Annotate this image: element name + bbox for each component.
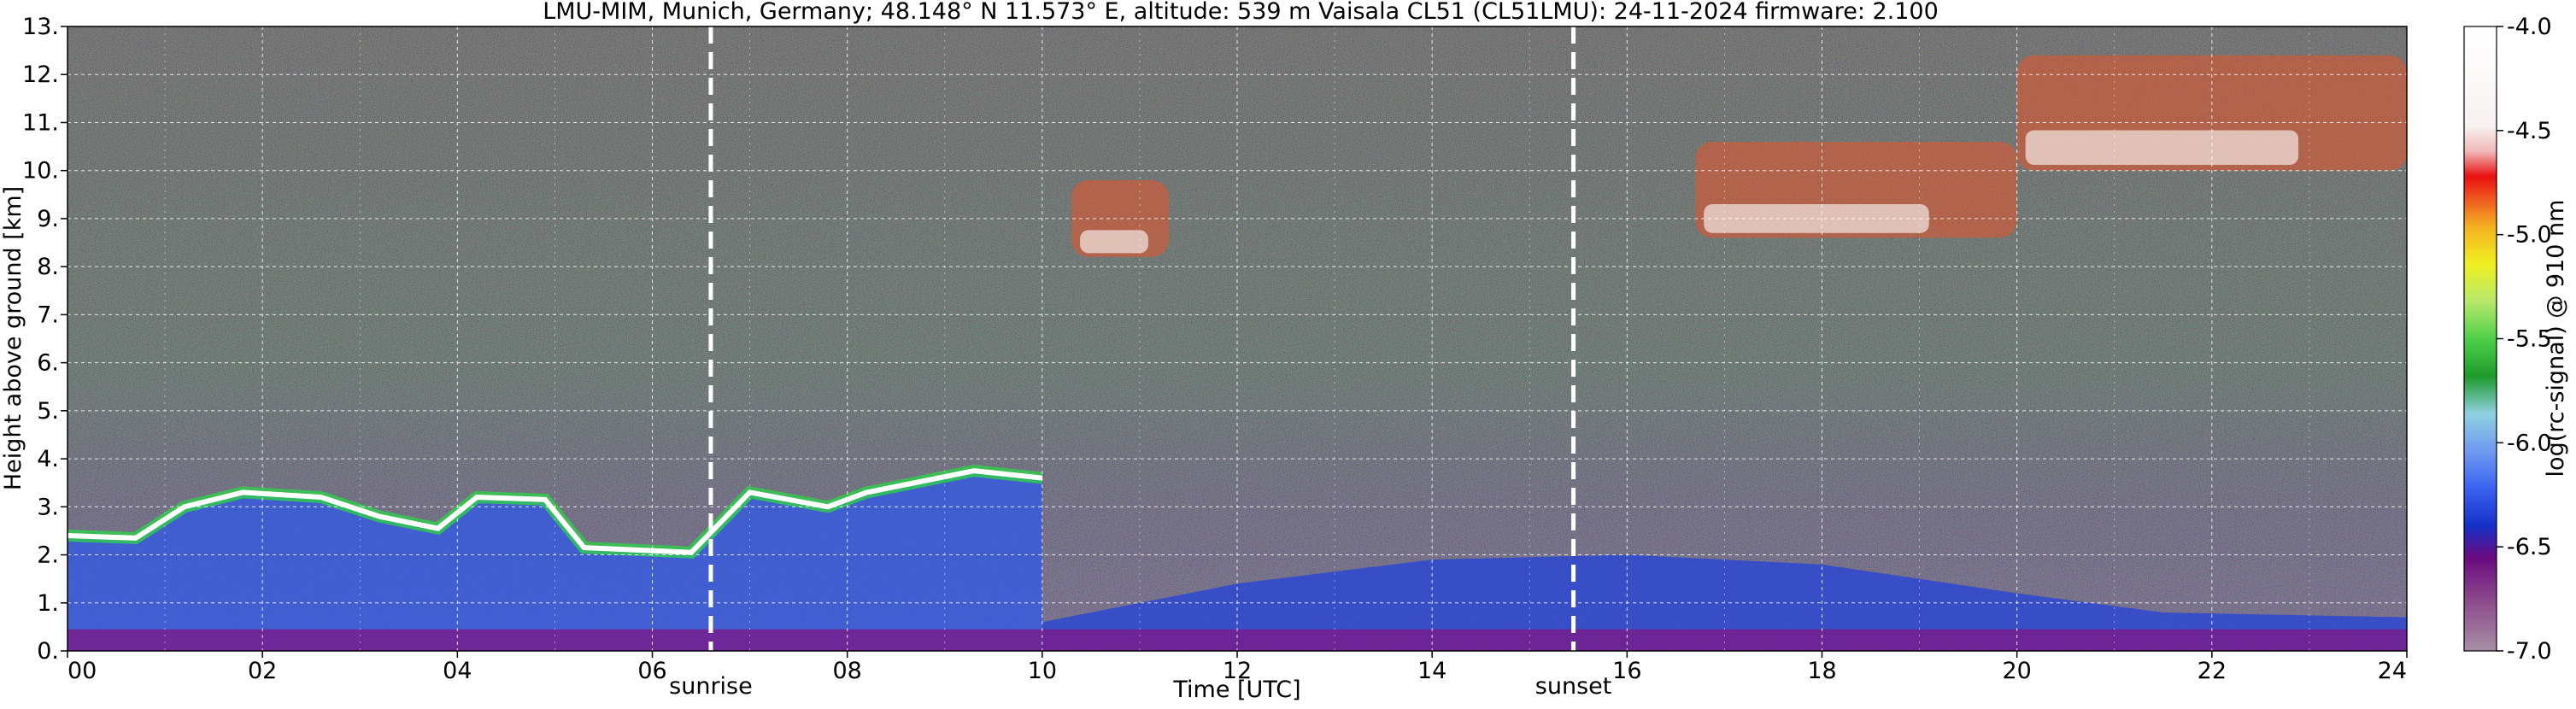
x-tick-label: 02 bbox=[248, 658, 277, 684]
colorbar-tick-label: -5.5 bbox=[2507, 326, 2552, 353]
colorbar-tick-label: -7.0 bbox=[2507, 638, 2552, 665]
near-surface-layer bbox=[67, 629, 2407, 651]
colorbar-gradient bbox=[2463, 26, 2497, 652]
cloud-core bbox=[2025, 130, 2299, 165]
y-tick-label: 1. bbox=[37, 590, 59, 617]
x-tick-label: 12 bbox=[1223, 658, 1252, 684]
x-tick-label: 04 bbox=[443, 658, 472, 684]
colorbar-tick-label: -4.0 bbox=[2507, 14, 2552, 40]
x-tick-label: 14 bbox=[1417, 658, 1446, 684]
colorbar-tick-label: -4.5 bbox=[2507, 118, 2552, 144]
y-axis-label: Height above ground [km] bbox=[0, 186, 26, 490]
cloud-core bbox=[1704, 204, 1929, 233]
plot-area: sunrise sunset bbox=[67, 26, 2408, 700]
event-label-sunrise: sunrise bbox=[669, 673, 753, 700]
upper-cloud-3 bbox=[2016, 55, 2407, 171]
y-tick-label: 13. bbox=[22, 14, 59, 40]
x-axis: 00 02 04 06 08 10 12 14 16 18 20 22 24 bbox=[67, 651, 2408, 684]
y-tick-label: 9. bbox=[37, 206, 59, 232]
x-tick-label: 18 bbox=[1807, 658, 1836, 684]
colorbar-label: log(rc-signal) @ 910 nm bbox=[2543, 200, 2569, 478]
y-tick-label: 7. bbox=[37, 302, 59, 328]
y-axis: 0. 1. 2. 3. 4. 5. 6. 7. 8. 9. 10. 11. 12. 13. bbox=[22, 14, 67, 665]
y-tick-label: 10. bbox=[22, 158, 59, 185]
x-axis-label: Time [UTC] bbox=[1172, 677, 1300, 703]
colorbar-tick-label: -6.0 bbox=[2507, 430, 2552, 456]
colorbar-tick-label: -6.5 bbox=[2507, 534, 2552, 560]
y-tick-label: 4. bbox=[37, 446, 59, 472]
colorbar-tick-label: -5.0 bbox=[2507, 222, 2552, 249]
x-tick-label: 20 bbox=[2002, 658, 2031, 684]
x-tick-label: 22 bbox=[2198, 658, 2227, 684]
chart-title: LMU-MIM, Munich, Germany; 48.148° N 11.5… bbox=[543, 0, 1939, 25]
colorbar: -7.0 -6.5 -6.0 -5.5 -5.0 -4.5 -4.0 log(rc-sign… bbox=[2463, 14, 2569, 665]
y-tick-label: 3. bbox=[37, 494, 59, 520]
y-tick-label: 0. bbox=[37, 638, 59, 665]
colorbar-ticks: -7.0 -6.5 -6.0 -5.5 -5.0 -4.5 -4.0 bbox=[2497, 14, 2552, 665]
y-tick-label: 2. bbox=[37, 542, 59, 569]
cloud-core bbox=[1080, 230, 1148, 254]
y-tick-label: 8. bbox=[37, 254, 59, 280]
y-tick-label: 5. bbox=[37, 398, 59, 425]
x-tick-label: 06 bbox=[637, 658, 666, 684]
event-lines: sunrise sunset bbox=[669, 26, 1611, 700]
y-tick-label: 12. bbox=[22, 62, 59, 88]
x-tick-label: 08 bbox=[832, 658, 861, 684]
x-tick-label: 16 bbox=[1612, 658, 1641, 684]
event-label-sunset: sunset bbox=[1535, 673, 1612, 700]
upper-cloud-2 bbox=[1695, 141, 2017, 238]
x-tick-label: 24 bbox=[2378, 658, 2407, 684]
y-tick-label: 6. bbox=[37, 350, 59, 377]
y-tick-label: 11. bbox=[22, 109, 59, 136]
x-tick-label: 00 bbox=[67, 658, 97, 684]
x-tick-label: 10 bbox=[1028, 658, 1057, 684]
